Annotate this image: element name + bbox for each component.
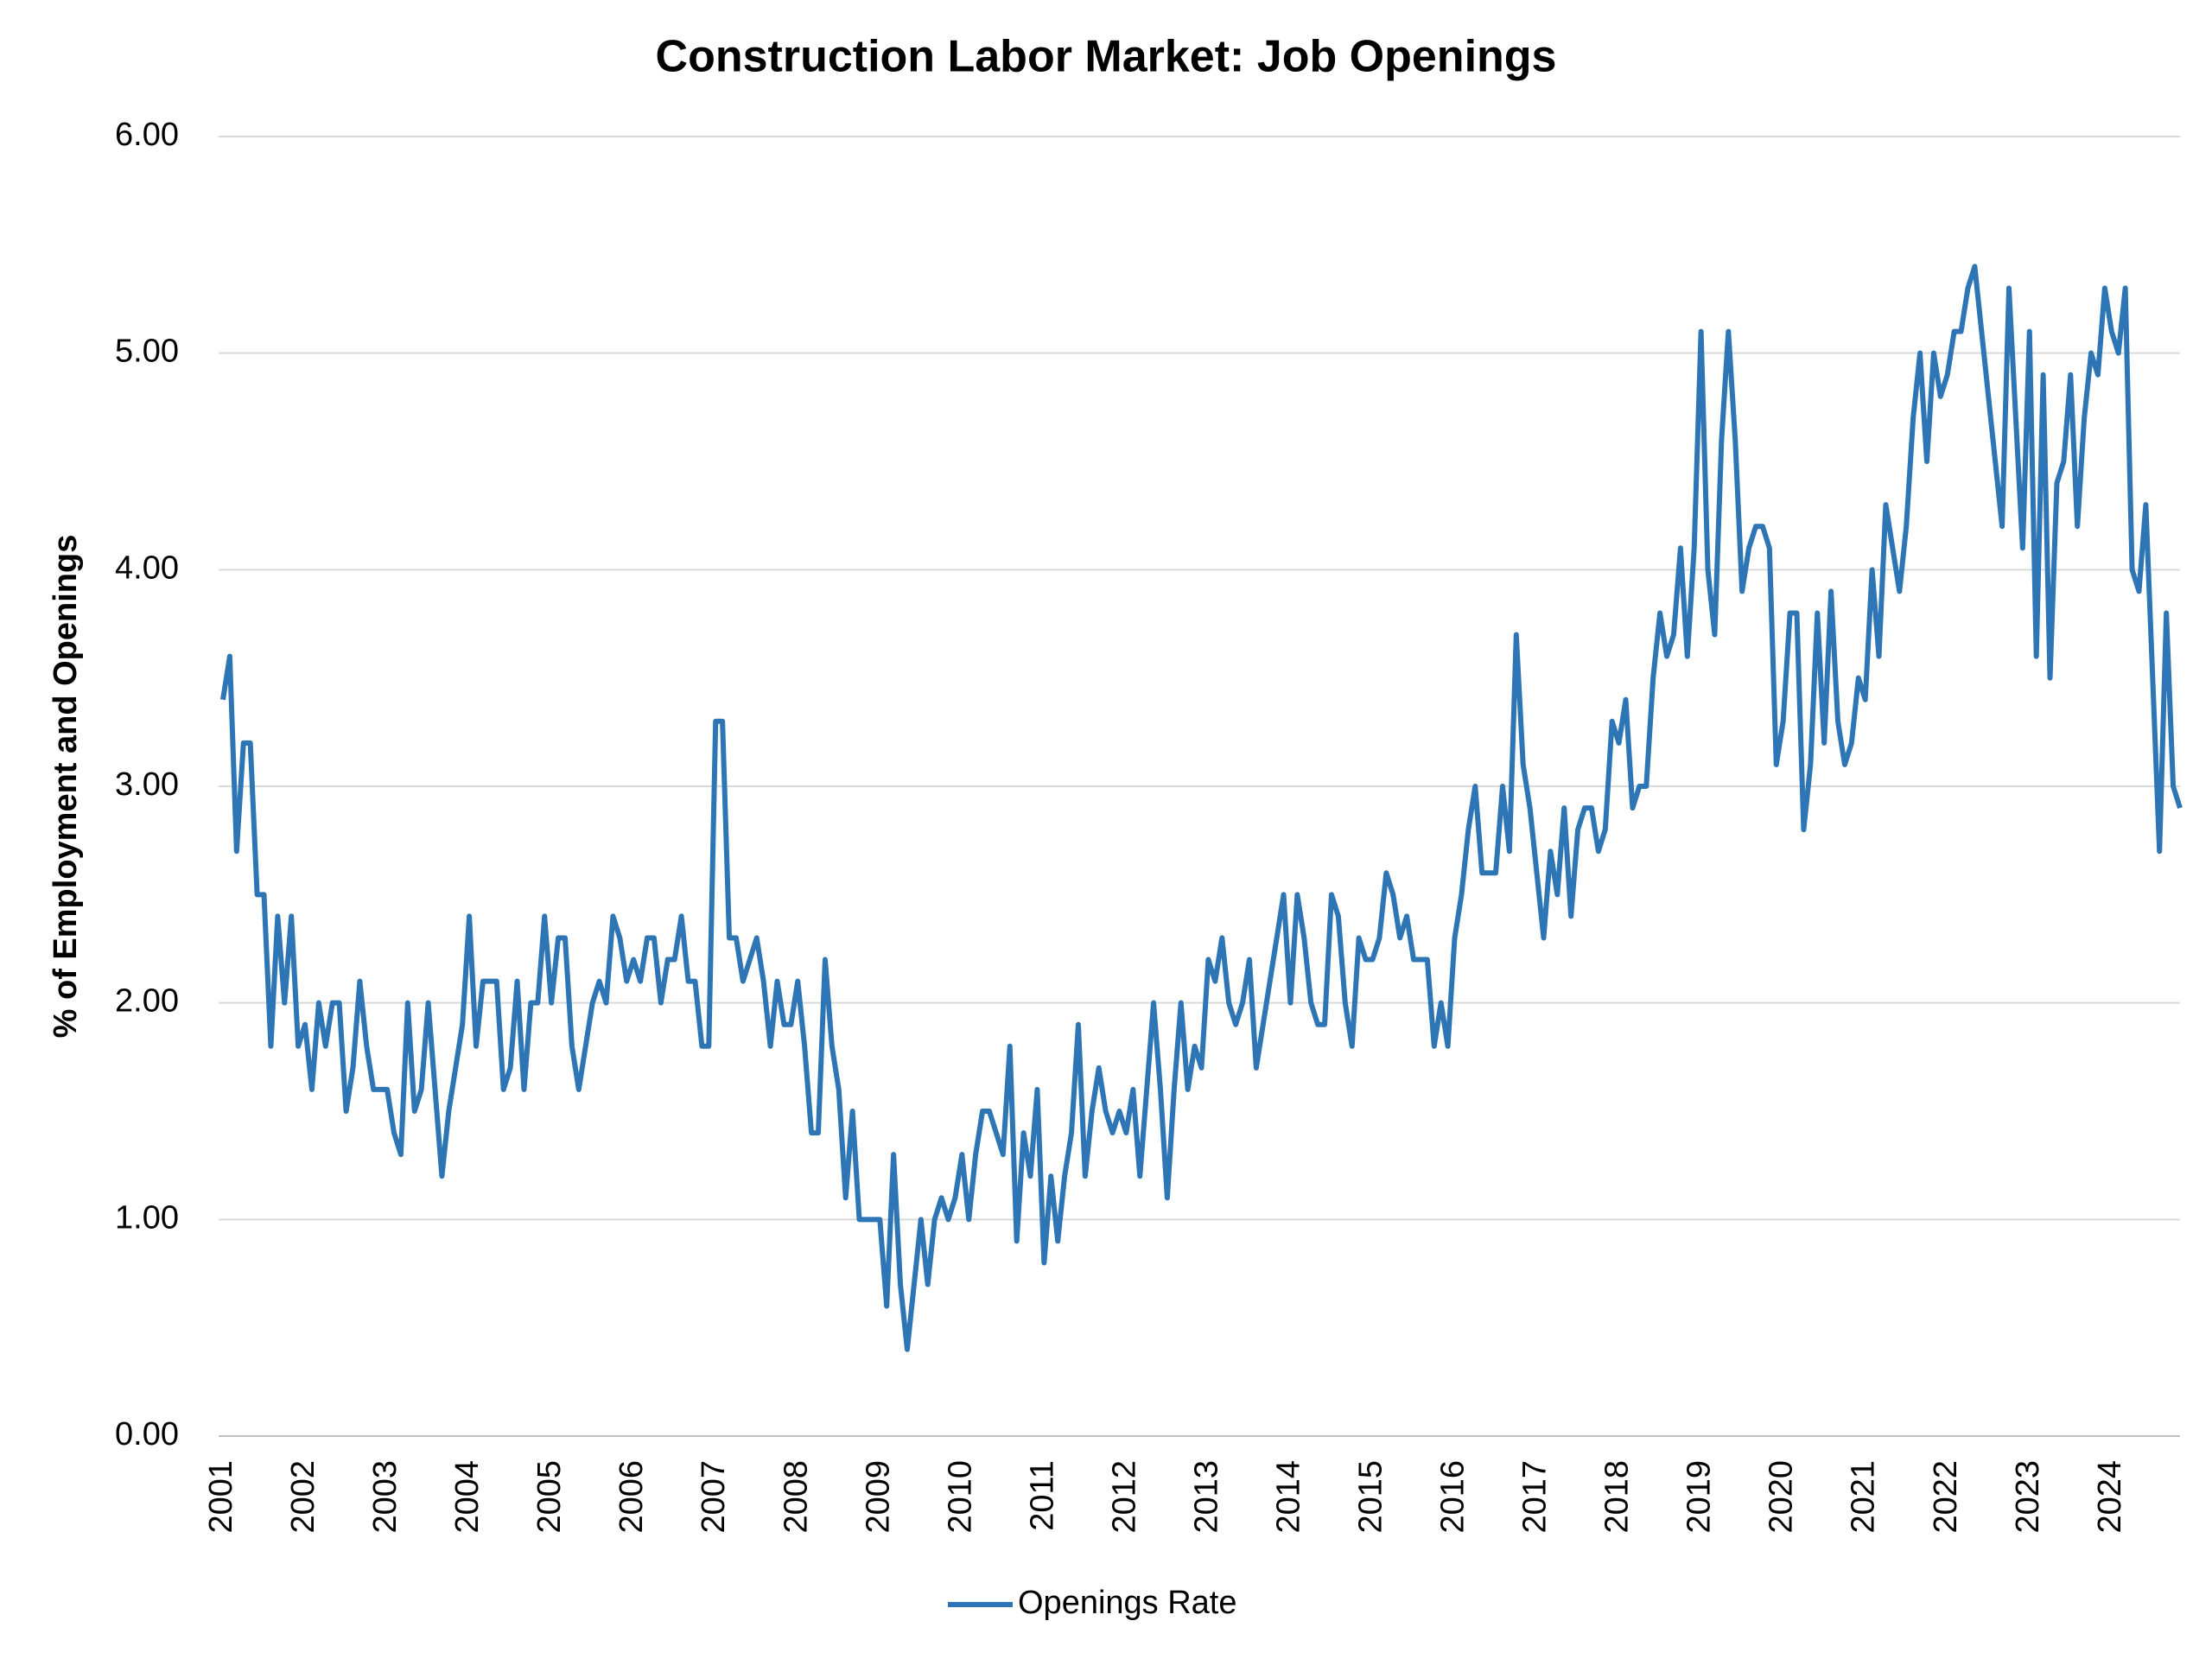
y-tick-label: 5.00 bbox=[115, 334, 179, 370]
x-tick-label: 2023 bbox=[2010, 1460, 2046, 1534]
legend-label: Openings Rate bbox=[1018, 1585, 1237, 1621]
x-tick-label: 2002 bbox=[285, 1460, 321, 1534]
x-tick-label: 2014 bbox=[1270, 1460, 1306, 1534]
data-line bbox=[220, 264, 2183, 1352]
x-tick-label: 2009 bbox=[860, 1460, 896, 1534]
x-tick-label: 2010 bbox=[942, 1460, 978, 1534]
y-tick-label: 1.00 bbox=[115, 1199, 179, 1236]
y-tick-label: 2.00 bbox=[115, 983, 179, 1020]
x-tick-label: 2011 bbox=[1024, 1460, 1060, 1531]
y-tick-label: 3.00 bbox=[115, 766, 179, 803]
x-tick-label: 2006 bbox=[613, 1460, 650, 1534]
x-tick-label: 2005 bbox=[531, 1460, 568, 1534]
y-axis-title: % of Employment and Openings bbox=[48, 535, 84, 1039]
x-tick-label: 2016 bbox=[1435, 1460, 1471, 1534]
chart-title: Construction Labor Market: Job Openings bbox=[656, 32, 1557, 82]
x-tick-label: 2008 bbox=[778, 1460, 814, 1534]
y-tick-label: 0.00 bbox=[115, 1416, 179, 1452]
x-tick-label: 2004 bbox=[449, 1460, 486, 1534]
x-tick-label: 2018 bbox=[1599, 1460, 1636, 1534]
x-tick-label: 2013 bbox=[1188, 1460, 1224, 1534]
x-tick-label: 2022 bbox=[1928, 1460, 1964, 1534]
x-tick-label: 2021 bbox=[1846, 1460, 1882, 1534]
x-tick-label: 2024 bbox=[2092, 1460, 2128, 1534]
x-tick-label: 2001 bbox=[203, 1460, 239, 1534]
y-tick-label: 4.00 bbox=[115, 550, 179, 586]
y-tick-label: 6.00 bbox=[115, 117, 179, 153]
x-tick-label: 2017 bbox=[1517, 1460, 1554, 1534]
x-tick-label: 2012 bbox=[1106, 1460, 1142, 1534]
x-tick-label: 2003 bbox=[367, 1460, 404, 1534]
x-tick-label: 2020 bbox=[1764, 1460, 1800, 1534]
x-tick-label: 2007 bbox=[696, 1460, 732, 1534]
x-tick-label: 2015 bbox=[1353, 1460, 1389, 1534]
x-tick-label: 2019 bbox=[1681, 1460, 1718, 1534]
